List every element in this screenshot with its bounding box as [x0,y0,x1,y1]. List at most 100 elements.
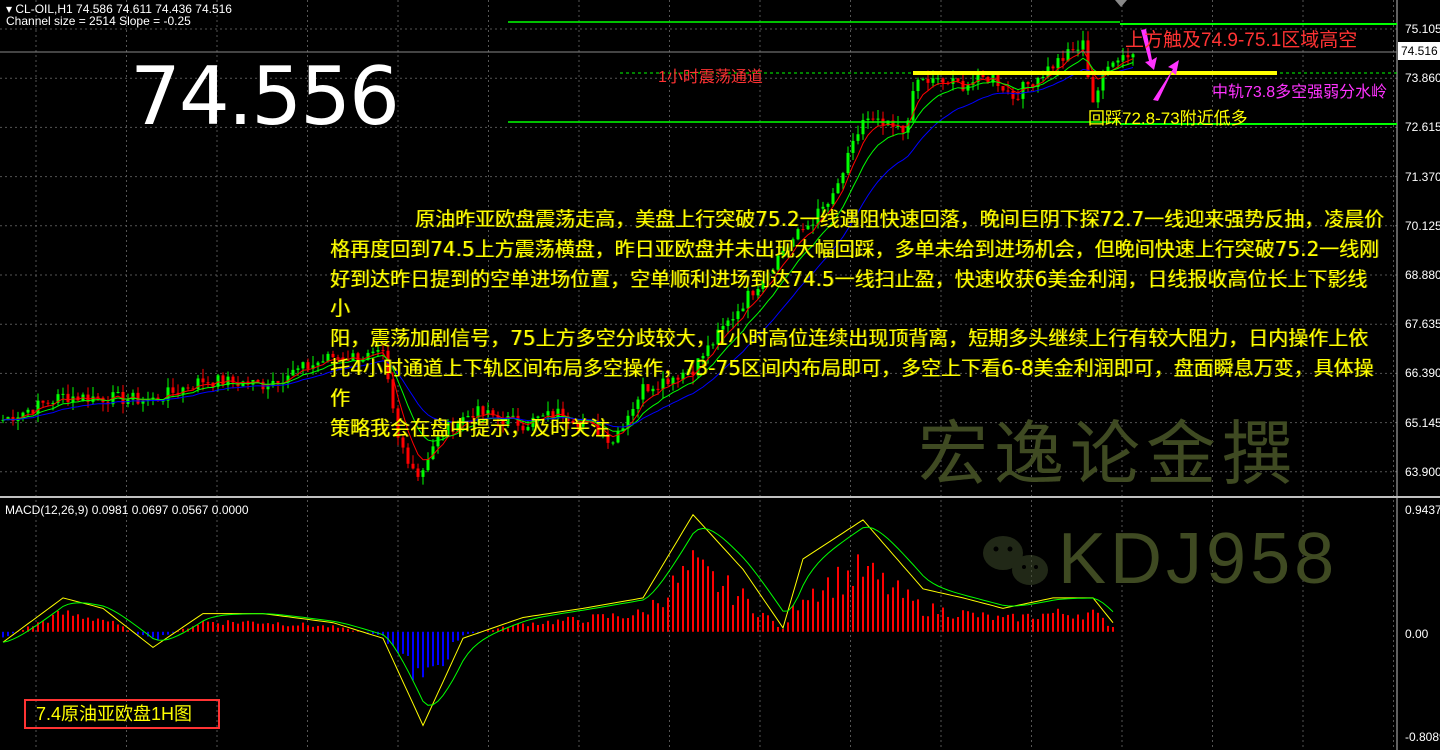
price-tick-label: 72.615 [1405,120,1440,135]
price-tick-label: 71.370 [1405,169,1440,184]
candle-body [316,362,320,366]
candle-body [646,384,650,392]
candle-body [661,378,665,390]
candle-body [841,173,845,184]
candle-body [1031,84,1035,87]
candle-body [606,434,610,443]
macd-label: MACD(12,26,9) 0.0981 0.0697 0.0567 0.000… [5,503,249,517]
candle-body [821,206,825,209]
candle-body [491,410,495,416]
candle-body [1111,62,1115,67]
candle-body [581,422,585,427]
candle-body [436,436,440,447]
candle-body [806,225,810,230]
scroll-marker-icon[interactable] [1115,0,1127,7]
candle-body [996,74,1000,87]
candle-body [626,415,630,429]
price-tick-label: 67.635 [1405,317,1440,332]
candle-body [311,365,315,369]
candle-body [301,362,305,369]
commentary: 原油昨亚欧盘震荡走高，美盘上行突破75.2一线遇阻快速回落，晚间巨阴下探72.7… [330,205,1385,443]
candle-body [196,378,200,389]
candle-body [506,416,510,425]
candle-body [466,415,470,418]
candle-body [551,411,555,419]
candle-body [176,392,180,394]
candle-body [871,118,875,120]
candle-body [866,118,870,120]
candle-body [631,408,635,416]
candle-body [386,350,390,380]
symbol-header: ▾ CL-OIL,H1 74.586 74.611 74.436 74.516 [6,2,232,16]
candle-body [671,377,675,385]
candle-body [446,421,450,435]
candle-body [651,388,655,392]
candle-body [641,384,645,400]
candle-body [66,393,70,403]
candle-body [811,224,815,226]
candle-body [891,120,895,127]
candle-body [471,415,475,418]
candle-body [596,423,600,437]
candle-body [186,387,190,389]
candle-body [481,406,485,415]
candle-body [141,400,145,404]
candle-body [366,352,370,360]
candle-body [371,351,375,353]
candle-body [511,415,515,417]
macd-tick-label: -0.8089 [1405,730,1440,744]
candle-body [56,394,60,403]
candle-body [91,396,95,402]
price-tick-label: 65.145 [1405,415,1440,430]
candle-body [206,382,210,384]
candle-body [161,400,165,402]
candle-body [256,379,260,382]
candle-body [46,402,50,404]
candle-body [876,118,880,120]
candle-body [461,417,465,424]
candle-body [431,446,435,460]
candle-body [356,353,360,362]
candle-body [976,73,980,83]
candle-body [526,426,530,431]
candle-body [306,362,310,369]
candle-body [121,391,125,404]
candle-body [171,387,175,393]
arrow-up-icon [1153,60,1179,101]
candle-body [331,353,335,358]
candle-body [51,402,55,404]
candle-body [616,431,620,443]
candle-body [201,378,205,383]
candle-body [76,396,80,401]
chart-caption: 7.4原油亚欧盘1H图 [24,699,220,729]
candle-body [136,392,140,404]
candle-body [1016,98,1020,100]
candle-body [906,120,910,133]
candle-body [1,419,5,421]
candle-body [451,421,455,432]
candle-body [886,120,890,126]
candle-body [926,78,930,83]
macd-line [2,513,1114,727]
candle-body [341,357,345,360]
candle-body [916,79,920,92]
wechat-icon [983,536,1048,585]
candle-body [1121,55,1125,61]
macd-indicator [2,513,1114,727]
candle-body [716,329,720,345]
commentary-line: 好到达昨日提到的空单进场位置，空单顺利进场到达74.5一线扫止盈，快速收获6美金… [330,266,1368,321]
candle-body [826,203,830,207]
upper-annotation: 上方触及74.9-75.1区域高空 [1125,30,1358,51]
candle-body [796,229,800,240]
candle-body [1126,55,1130,58]
candle-body [1116,60,1120,63]
candle-body [911,91,915,121]
candle-body [1011,90,1015,99]
candle-body [1036,78,1040,87]
candle-body [741,308,745,312]
candle-body [516,415,520,426]
candle-body [346,359,350,361]
price-tick-label: 75.105 [1405,22,1440,36]
candle-body [1006,90,1010,92]
